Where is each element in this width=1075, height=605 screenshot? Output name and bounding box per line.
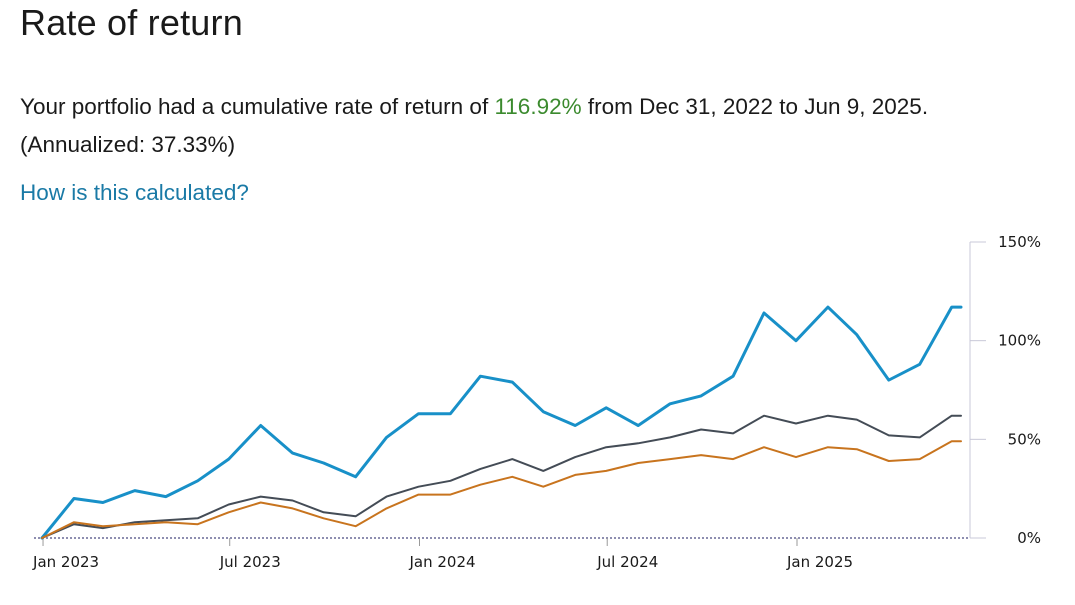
page-title: Rate of return bbox=[20, 2, 243, 43]
series-line-3 bbox=[41, 440, 962, 539]
x-tick-label: Jul 2023 bbox=[219, 553, 281, 571]
x-tick-label: Jan 2024 bbox=[409, 553, 476, 571]
summary-prefix: Your portfolio had a cumulative rate of … bbox=[20, 94, 495, 119]
series-line-1 bbox=[40, 305, 963, 540]
summary-suffix: from Dec 31, 2022 to Jun 9, 2025. (Annua… bbox=[20, 94, 929, 157]
series-line-2 bbox=[41, 414, 962, 539]
y-tick-label: 100% bbox=[998, 332, 1041, 350]
cumulative-return-value: 116.92% bbox=[494, 94, 582, 119]
x-tick-label: Jan 2025 bbox=[786, 553, 853, 571]
x-tick-label: Jan 2023 bbox=[32, 553, 99, 571]
chart-axes: 0% 50% 100% 150% Jan 2023 Jul 2023 Jan 2024 Jul… bbox=[32, 233, 1041, 571]
y-tick-label: 0% bbox=[1017, 529, 1041, 547]
how-calculated-link[interactable]: How is this calculated? bbox=[20, 180, 249, 205]
return-summary: Your portfolio had a cumulative rate of … bbox=[20, 88, 1030, 164]
chart-series bbox=[40, 305, 963, 540]
x-tick-label: Jul 2024 bbox=[596, 553, 658, 571]
y-tick-label: 150% bbox=[998, 233, 1041, 251]
y-tick-label: 50% bbox=[1008, 430, 1041, 448]
